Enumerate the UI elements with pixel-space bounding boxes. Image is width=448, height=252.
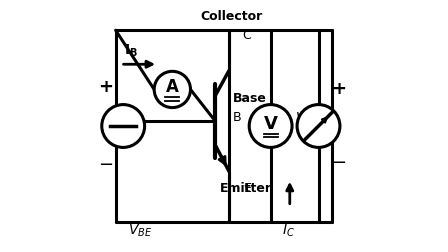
Circle shape xyxy=(154,71,190,108)
Text: C: C xyxy=(242,29,251,42)
Text: V: V xyxy=(264,115,278,133)
Text: Emitter: Emitter xyxy=(220,182,272,196)
Text: Collector: Collector xyxy=(200,10,263,23)
Text: +: + xyxy=(331,80,346,99)
Circle shape xyxy=(102,105,145,147)
Circle shape xyxy=(297,105,340,147)
Text: $\mathbf{I_B}$: $\mathbf{I_B}$ xyxy=(124,42,138,59)
Text: +: + xyxy=(99,78,113,96)
Text: B: B xyxy=(233,111,241,124)
Text: $V_{BE}$: $V_{BE}$ xyxy=(128,223,152,239)
Text: $V_{CE}$: $V_{CE}$ xyxy=(295,110,319,127)
Text: Base: Base xyxy=(233,92,267,105)
Text: $I_C$: $I_C$ xyxy=(282,223,295,239)
Text: −: − xyxy=(331,153,346,172)
Text: −: − xyxy=(99,156,114,174)
Text: A: A xyxy=(166,78,179,97)
Circle shape xyxy=(249,105,292,147)
Text: E: E xyxy=(244,182,252,196)
